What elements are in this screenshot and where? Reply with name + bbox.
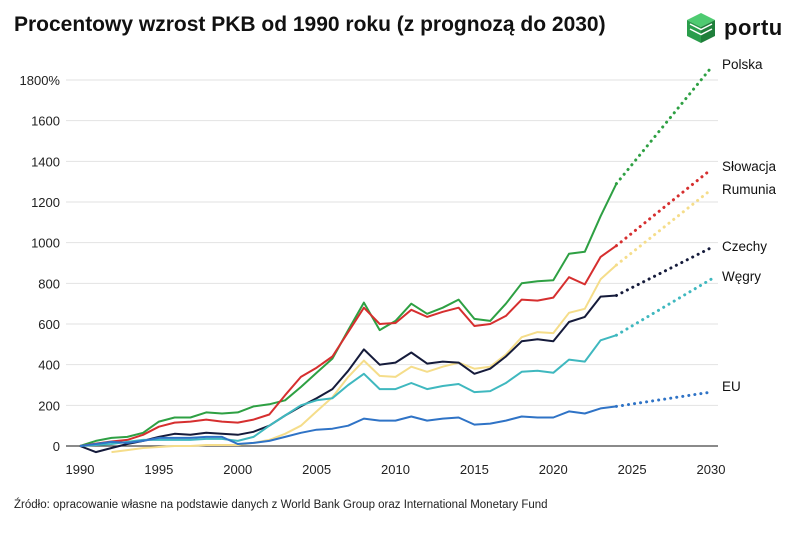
series-line-4 — [79, 294, 617, 454]
y-tick-label: 200 — [38, 398, 60, 413]
series-label: Rumunia — [722, 182, 777, 197]
y-tick-label: 400 — [38, 358, 60, 373]
series-lines — [79, 66, 713, 454]
chart-title: Procentowy wzrost PKB od 1990 roku (z pr… — [14, 13, 606, 36]
y-tick-label: 800 — [38, 276, 60, 291]
series-line-2 — [79, 244, 617, 447]
series-line-6 — [79, 405, 617, 447]
series-forecast-3 — [614, 188, 713, 267]
series-forecast-6 — [614, 390, 713, 408]
portu-logo: portu — [684, 10, 783, 46]
y-tick-label: 1600 — [31, 114, 60, 129]
x-tick-label: 1990 — [66, 462, 95, 477]
y-tick-label: 1400 — [31, 154, 60, 169]
series-forecast-4 — [614, 246, 713, 297]
source-note: Źródło: opracowanie własne na podstawie … — [14, 499, 548, 511]
x-tick-label: 2010 — [381, 462, 410, 477]
series-line-5 — [79, 334, 617, 447]
series-forecast-2 — [614, 168, 713, 248]
series-forecast-1 — [614, 66, 713, 186]
x-tick-label: 1995 — [144, 462, 173, 477]
series-labels: Polska Słowacja Rumunia Czechy Węgry EU — [722, 57, 777, 394]
y-tick-label: 1800% — [20, 73, 61, 88]
series-line-1 — [79, 183, 618, 447]
series-label: EU — [722, 379, 741, 394]
series-label: Czechy — [722, 239, 767, 254]
series-label: Słowacja — [722, 159, 777, 174]
y-tick-label: 600 — [38, 317, 60, 332]
x-tick-label: 2030 — [697, 462, 726, 477]
x-tick-label: 2015 — [460, 462, 489, 477]
x-tick-label: 2000 — [223, 462, 252, 477]
cube-icon — [687, 13, 715, 43]
y-tick-label: 1000 — [31, 236, 60, 251]
y-axis-ticks: 0 200 400 600 800 1000 1200 1400 1600 1800% — [20, 73, 61, 454]
logo-text: portu — [724, 15, 783, 40]
x-tick-label: 2025 — [618, 462, 647, 477]
series-forecast-5 — [614, 277, 713, 337]
y-tick-label: 1200 — [31, 195, 60, 210]
x-tick-label: 2020 — [539, 462, 568, 477]
series-label: Polska — [722, 57, 763, 72]
grid-lines — [66, 79, 718, 447]
series-label: Węgry — [722, 269, 761, 284]
x-axis-ticks: 1990 1995 2000 2005 2010 2015 2020 2025 2030 — [66, 462, 726, 477]
x-tick-label: 2005 — [302, 462, 331, 477]
series-line-3 — [111, 264, 618, 454]
y-tick-label: 0 — [53, 439, 60, 454]
